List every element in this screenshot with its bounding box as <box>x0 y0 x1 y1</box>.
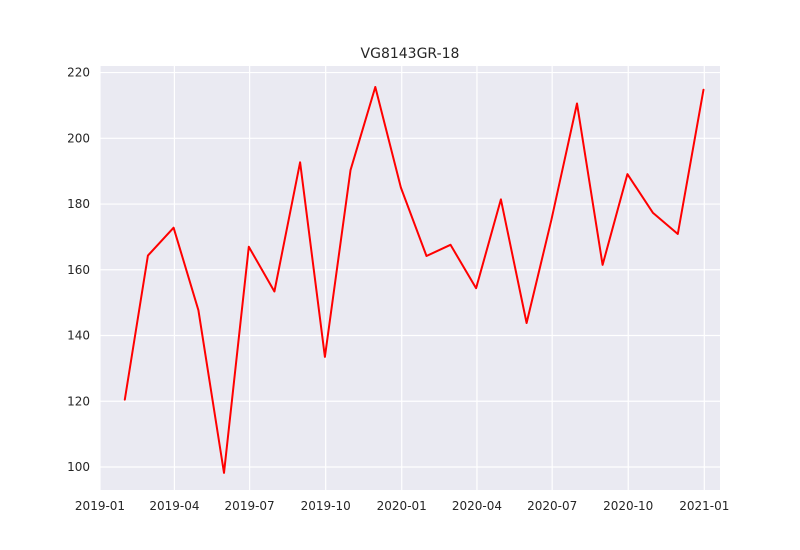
data-point <box>400 187 402 189</box>
x-tick-label: 2021-01 <box>679 499 729 513</box>
y-tick-label: 160 <box>67 263 90 277</box>
x-tick-label: 2020-01 <box>377 499 427 513</box>
x-tick-label: 2019-07 <box>225 499 275 513</box>
data-point <box>576 102 578 104</box>
x-tick-label: 2019-10 <box>301 499 351 513</box>
data-point <box>299 161 301 163</box>
data-point <box>450 244 452 246</box>
data-point <box>626 173 628 175</box>
chart-title: VG8143GR-18 <box>361 46 460 62</box>
data-point <box>273 290 275 292</box>
y-tick-label: 100 <box>67 460 90 474</box>
x-tick-label: 2019-01 <box>75 499 125 513</box>
y-tick-label: 120 <box>67 394 90 408</box>
data-point <box>602 264 604 266</box>
x-tick-label: 2020-07 <box>527 499 577 513</box>
y-tick-label: 220 <box>67 66 90 80</box>
y-tick-label: 180 <box>67 197 90 211</box>
data-point <box>374 86 376 88</box>
data-point <box>349 169 351 171</box>
series-line <box>123 86 705 474</box>
data-point <box>197 309 199 311</box>
plot-area <box>100 66 720 490</box>
data-point <box>677 233 679 235</box>
data-point <box>426 255 428 257</box>
data-point <box>550 219 552 221</box>
data-point <box>147 255 149 257</box>
data-point <box>526 322 528 324</box>
data-point <box>124 399 126 401</box>
x-tick-label: 2020-04 <box>452 499 502 513</box>
data-point <box>324 356 326 358</box>
series-group <box>123 86 705 474</box>
y-tick-label: 200 <box>67 131 90 145</box>
data-point <box>702 89 704 91</box>
data-point <box>475 287 477 289</box>
data-point <box>500 198 502 200</box>
data-point <box>248 246 250 248</box>
data-point <box>223 472 225 474</box>
data-point <box>652 212 654 214</box>
x-tick-label: 2020-10 <box>603 499 653 513</box>
x-gridlines <box>99 66 705 490</box>
data-point <box>173 227 175 229</box>
y-tick-label: 140 <box>67 329 90 343</box>
x-axis-tick-labels: 2019-01 2019-04 2019-07 2019-10 2020-01 2020-… <box>75 499 729 513</box>
x-tick-label: 2019-04 <box>149 499 199 513</box>
y-axis-tick-labels: 100 120 140 160 180 200 220 <box>67 66 90 474</box>
